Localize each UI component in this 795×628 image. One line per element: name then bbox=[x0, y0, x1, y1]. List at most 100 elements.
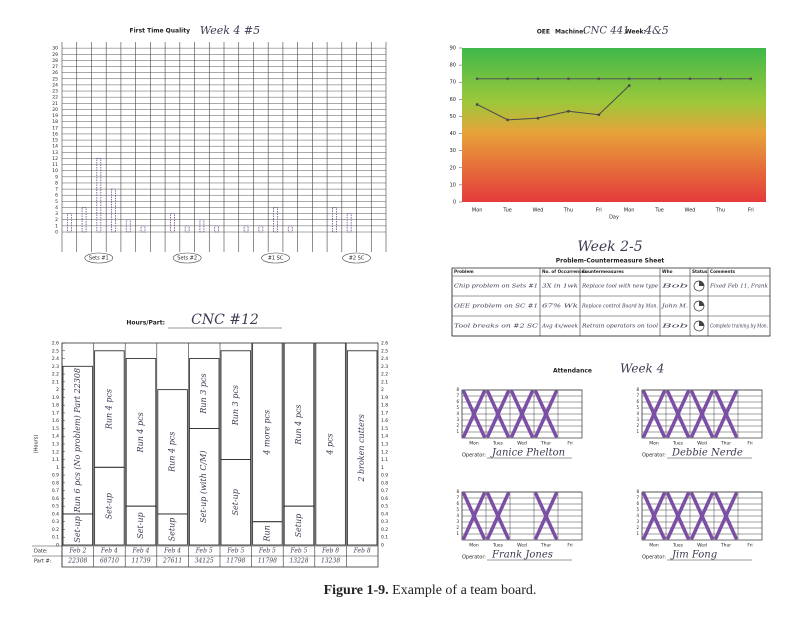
y-tick-label: 5 bbox=[55, 199, 58, 205]
column-note: 4 more pcs bbox=[262, 410, 271, 456]
y-tick-label: 2.1 bbox=[52, 379, 59, 385]
y2-tick-label: 0.8 bbox=[381, 480, 388, 486]
day-label: Fri bbox=[567, 441, 572, 447]
x-tick-label: Tue bbox=[654, 208, 664, 214]
y-tick-label: 1.2 bbox=[52, 449, 59, 455]
table-cell: Replace control Board by Mon. bbox=[581, 304, 658, 310]
y-tick-label: 1 bbox=[636, 531, 639, 536]
column-note: Setup bbox=[294, 514, 303, 538]
status-fill bbox=[699, 321, 704, 326]
date: Feb 8 bbox=[321, 548, 339, 555]
y-tick-label: 26 bbox=[52, 70, 58, 76]
y-tick-label: 50 bbox=[450, 114, 456, 120]
date: Feb 2 bbox=[68, 548, 86, 555]
page: Figure 1-9. Example of a team board. Fir… bbox=[0, 0, 795, 628]
y-tick-label: 2.6 bbox=[52, 341, 59, 347]
day-label: Wed bbox=[517, 441, 527, 447]
y-tick-label: 23 bbox=[52, 89, 58, 95]
y-tick-label: 1.1 bbox=[52, 457, 59, 463]
y-tick-label: 0.5 bbox=[52, 504, 59, 510]
y-tick-label: 1.4 bbox=[52, 434, 59, 440]
y-tick-label: 9 bbox=[55, 174, 58, 180]
y-tick-label: 19 bbox=[52, 113, 58, 119]
y-tick-label: 80 bbox=[450, 63, 456, 69]
y2-tick-label: 2.5 bbox=[381, 348, 388, 354]
day-label: Thur bbox=[720, 543, 731, 549]
date: Feb 4 bbox=[100, 548, 118, 555]
y2-tick-label: 1.2 bbox=[381, 449, 388, 455]
y-tick-label: 7 bbox=[636, 393, 639, 398]
y-tick-label: 24 bbox=[52, 82, 58, 88]
y2-tick-label: 1.3 bbox=[381, 442, 388, 448]
y2-tick-label: 2.1 bbox=[381, 379, 388, 385]
operator-name: Debbie Nerde bbox=[671, 448, 743, 459]
date: Feb 4 bbox=[132, 548, 150, 555]
column-note: Run 6 pcs (No problem) Part 22308 bbox=[73, 368, 82, 513]
y-tick-label: 0.4 bbox=[52, 511, 59, 517]
y-axis-label: (Hours) bbox=[34, 435, 40, 454]
y-tick-label: 4 bbox=[456, 411, 459, 416]
y-tick-label: 14 bbox=[52, 144, 58, 150]
y2-tick-label: 0.7 bbox=[381, 488, 388, 494]
y-tick-label: 5 bbox=[456, 405, 459, 410]
column-note: Run bbox=[262, 525, 271, 542]
table-cell: John M. bbox=[661, 304, 688, 310]
y2-tick-label: 2.6 bbox=[381, 341, 388, 347]
x-tick-label: Thu bbox=[715, 208, 725, 214]
y-tick-label: 1.7 bbox=[52, 410, 59, 416]
column-note: 2 broken cutters bbox=[357, 414, 366, 482]
y2-tick-label: 2.2 bbox=[381, 372, 388, 378]
part-number: 22308 bbox=[67, 558, 87, 565]
x-tick-label: Mon bbox=[472, 208, 483, 214]
y2-tick-label: 0.3 bbox=[381, 519, 388, 525]
y-tick-label: 1.6 bbox=[52, 418, 59, 424]
y-tick-label: 1 bbox=[456, 429, 459, 434]
tally bbox=[185, 226, 189, 232]
table-header: No. of Occurrences bbox=[542, 269, 587, 274]
y-tick-label: 1.3 bbox=[52, 442, 59, 448]
y-tick-label: 3 bbox=[55, 211, 58, 217]
y-tick-label: 3 bbox=[456, 417, 459, 422]
tally bbox=[141, 226, 145, 232]
status-fill bbox=[699, 281, 704, 286]
part-number: 27611 bbox=[162, 558, 182, 565]
y-tick-label: 5 bbox=[636, 507, 639, 512]
day-label: Tues bbox=[492, 441, 504, 447]
y2-tick-label: 1.7 bbox=[381, 410, 388, 416]
day-label: Wed bbox=[697, 543, 707, 549]
column-note: Run 3 pcs bbox=[199, 373, 208, 414]
operator-name: Frank Jones bbox=[491, 550, 553, 561]
sheet-week: Week 2-5 bbox=[577, 239, 642, 255]
y-tick-label: 8 bbox=[636, 387, 639, 392]
y-tick-label: 1 bbox=[55, 223, 58, 229]
y-tick-label: 40 bbox=[450, 131, 456, 137]
week: 4&5 bbox=[644, 24, 669, 37]
y-tick-label: 1 bbox=[636, 429, 639, 434]
day-label: Fri bbox=[747, 441, 752, 447]
day-label: Thur bbox=[540, 543, 551, 549]
column-note: Run 4 pcs bbox=[168, 432, 177, 473]
table-cell: Bob bbox=[660, 284, 690, 290]
day-label: Fri bbox=[747, 543, 752, 549]
y-tick-label: 20 bbox=[52, 107, 58, 113]
y2-tick-label: 0.1 bbox=[381, 535, 388, 541]
status-fill bbox=[699, 301, 704, 306]
y-tick-label: 7 bbox=[636, 495, 639, 500]
y2-tick-label: 0.2 bbox=[381, 527, 388, 533]
y-tick-label: 6 bbox=[456, 501, 459, 506]
table-header: Who bbox=[662, 269, 673, 274]
group-label: Sets #2 bbox=[177, 256, 197, 262]
table-cell: Complete training by Mon. bbox=[710, 324, 768, 330]
column-note: Run 3 pcs bbox=[231, 385, 240, 426]
day-label: Thur bbox=[540, 441, 551, 447]
operator-name: Janice Phelton bbox=[490, 448, 565, 459]
y-tick-label: 22 bbox=[52, 95, 58, 101]
y-tick-label: 0.7 bbox=[52, 488, 59, 494]
y-tick-label: 8 bbox=[636, 489, 639, 494]
x-axis-label: Day bbox=[609, 215, 619, 221]
y2-tick-label: 1.4 bbox=[381, 434, 388, 440]
chart-title: Hours/Part: bbox=[126, 320, 165, 327]
y-tick-label: 2 bbox=[55, 217, 58, 223]
y-tick-label: 90 bbox=[450, 46, 456, 52]
y-tick-label: 17 bbox=[52, 125, 58, 131]
